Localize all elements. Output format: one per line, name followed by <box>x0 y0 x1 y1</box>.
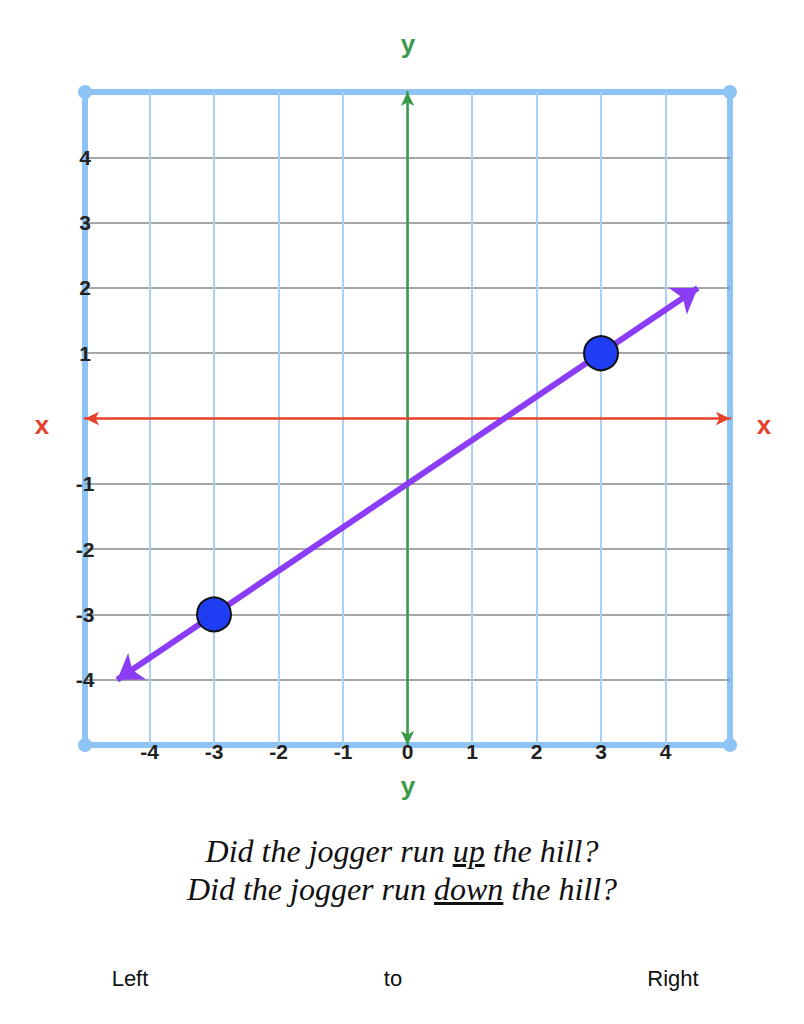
svg-text:1: 1 <box>79 342 91 365</box>
svg-text:2: 2 <box>79 276 91 299</box>
svg-text:4: 4 <box>660 740 672 763</box>
svg-text:2: 2 <box>531 740 543 763</box>
svg-text:3: 3 <box>79 211 91 234</box>
svg-text:-2: -2 <box>76 538 95 561</box>
svg-text:y: y <box>401 29 416 59</box>
svg-text:x: x <box>35 410 50 440</box>
svg-text:1: 1 <box>466 740 478 763</box>
svg-text:-4: -4 <box>140 740 159 763</box>
svg-text:-1: -1 <box>334 740 353 763</box>
svg-text:3: 3 <box>595 740 607 763</box>
html-text:Right: Right <box>647 966 699 991</box>
svg-text:-3: -3 <box>76 603 95 626</box>
html-text:Did the jogger run up the hill: Did the jogger run up the hill? <box>205 833 599 869</box>
svg-text:-3: -3 <box>205 740 224 763</box>
svg-text:-4: -4 <box>76 668 95 691</box>
svg-text:x: x <box>757 410 772 440</box>
svg-text:-1: -1 <box>76 472 95 495</box>
svg-text:-2: -2 <box>269 740 288 763</box>
html-text:to: to <box>383 966 403 991</box>
svg-text:y: y <box>401 771 416 801</box>
html-text:Left: Left <box>111 966 149 991</box>
svg-text:4: 4 <box>79 146 91 169</box>
svg-text:0: 0 <box>401 739 414 763</box>
html-text:Did the jogger run down the hi: Did the jogger run down the hill? <box>186 871 618 907</box>
